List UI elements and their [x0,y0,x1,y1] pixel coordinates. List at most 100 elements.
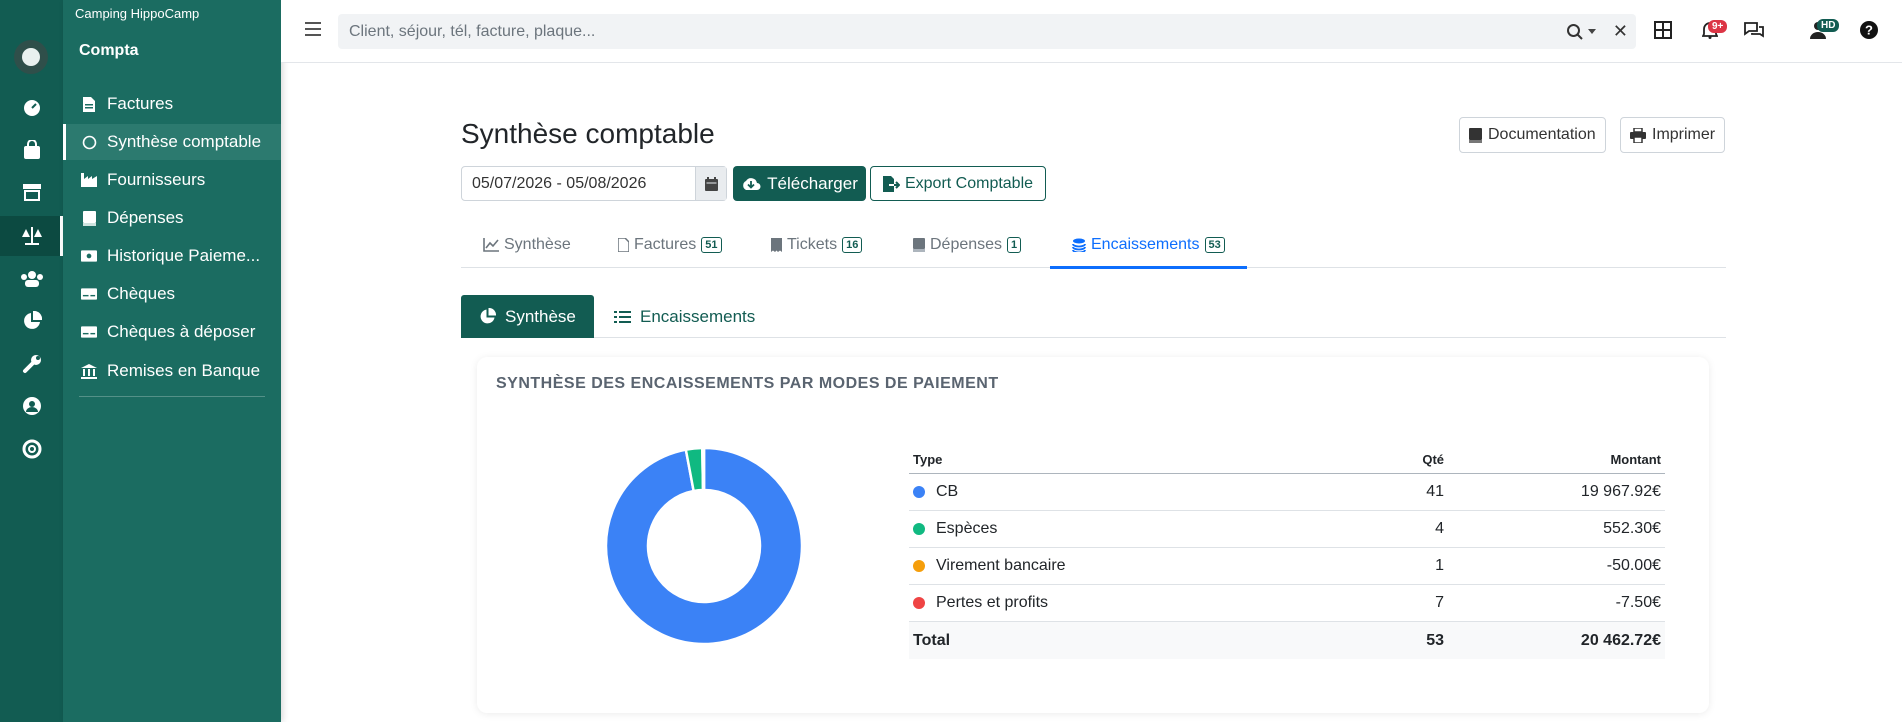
subtab-label: Synthèse [505,306,576,326]
date-range-picker[interactable]: 05/07/2026 - 05/08/2026 [461,166,727,201]
export-comptable-button[interactable]: Export Comptable [870,166,1046,201]
tab-label: Tickets [787,236,838,253]
legend-dot [913,597,925,609]
search-input[interactable]: Client, séjour, tél, facture, plaque... [349,23,596,40]
list-icon [614,310,631,323]
amount-cell: -50.00€ [1606,557,1661,574]
total-qty: 53 [1426,631,1444,649]
payment-modes-table: Type Qté Montant CB 41 19 967.92€ Espèce… [909,446,1665,659]
tab-tickets[interactable]: Tickets 16 [771,222,863,268]
sidebar-item-label: Chèques [107,284,176,303]
sidebar-item-label: Chèques à déposer [107,322,256,341]
help-icon[interactable]: ? [1857,18,1881,42]
tab-synthese[interactable]: Synthèse [483,222,571,268]
main-tabs: Synthèse Factures 51 Tickets 16 Dépenses… [461,222,1726,269]
documentation-label: Documentation [1488,126,1596,143]
money-bill-icon [81,248,97,264]
notifications-badge: 9+ [1708,20,1728,33]
invoice-icon [618,238,629,252]
grid-icon[interactable] [1651,18,1675,42]
tab-label: Dépenses [930,236,1003,253]
user-initials-badge: HD [1817,19,1840,32]
payment-modes-donut-chart [604,446,804,646]
tab-count-badge: 53 [1204,237,1225,253]
wrench-icon[interactable] [0,344,63,384]
sidebar-item-label: Factures [107,94,174,113]
book-icon [1469,127,1482,143]
card-title: SYNTHÈSE DES ENCAISSEMENTS PAR MODES DE … [496,375,999,392]
table-row: Virement bancaire 1 -50.00€ [909,548,1665,585]
global-search[interactable]: Client, séjour, tél, facture, plaque... … [338,14,1636,49]
subtab-encaissements[interactable]: Encaissements [596,295,773,338]
chevron-down-icon[interactable] [1588,29,1596,34]
qty-cell: 7 [1435,594,1444,611]
shopping-bag-icon[interactable] [0,130,63,170]
tab-count-badge: 51 [701,237,722,253]
sidebar-item-synthese-comptable[interactable]: Synthèse comptable [63,124,281,160]
sidebar-item-fournisseurs[interactable]: Fournisseurs [63,162,281,198]
subtab-synthese[interactable]: Synthèse [461,295,594,338]
money-check-icon [81,286,97,302]
sidebar-item-remises-en-banque[interactable]: Remises en Banque [63,353,281,389]
pie-chart-icon[interactable] [0,301,63,341]
sidebar-item-depenses[interactable]: Dépenses [63,200,281,236]
chat-icon[interactable] [1742,18,1766,42]
type-cell: Espèces [936,520,998,537]
sidebar-item-cheques[interactable]: Chèques [63,276,281,312]
module-sidebar: Camping HippoCamp Compta Factures Synthè… [63,0,281,722]
calendar-icon[interactable] [695,167,726,200]
sidebar-divider [79,396,265,397]
sidebar-item-cheques-a-deposer[interactable]: Chèques à déposer [63,314,281,350]
total-amount: 20 462.72€ [1580,631,1661,649]
download-label: Télécharger [767,173,858,193]
export-label: Export Comptable [904,174,1034,192]
table-row: Espèces 4 552.30€ [909,511,1665,548]
receipt-icon [771,238,782,252]
download-button[interactable]: Télécharger [733,166,866,201]
sidebar-item-label: Dépenses [107,208,184,227]
amount-cell: 552.30€ [1603,520,1661,537]
user-circle-icon[interactable] [0,386,63,426]
search-icon[interactable] [1566,23,1584,46]
sidebar-item-factures[interactable]: Factures [63,86,281,122]
bank-icon [81,363,97,379]
tab-label: Synthèse [504,236,571,253]
print-label: Imprimer [1652,126,1716,143]
sidebar-item-label: Fournisseurs [107,170,206,189]
sidebar-item-label: Synthèse comptable [107,132,262,151]
tab-depenses[interactable]: Dépenses 1 [913,222,1022,268]
documentation-button[interactable]: Documentation [1459,117,1606,153]
date-range-input[interactable]: 05/07/2026 - 05/08/2026 [472,175,647,192]
tab-encaissements[interactable]: Encaissements 53 [1050,222,1247,269]
industry-icon [81,172,97,188]
dashboard-icon[interactable] [0,88,63,128]
life-ring-icon[interactable] [0,429,63,469]
tab-factures[interactable]: Factures 51 [618,222,722,268]
column-header-type: Type [913,452,943,467]
pie-chart-icon [480,308,496,324]
file-export-icon [882,175,900,192]
menu-toggle-icon[interactable] [305,22,321,36]
column-header-amount: Montant [1610,452,1661,467]
module-title: Compta [79,42,139,59]
legend-dot [913,560,925,572]
icon-rail [0,0,63,722]
qty-cell: 1 [1435,557,1444,574]
camping-name: Camping HippoCamp [75,6,200,21]
tab-label: Factures [634,236,697,253]
donut-slice-cb[interactable] [604,446,804,646]
balance-scale-icon[interactable] [0,216,63,256]
print-button[interactable]: Imprimer [1620,117,1726,153]
sidebar-item-historique-paiements[interactable]: Historique Paieme... [63,238,281,274]
type-cell: CB [936,483,959,500]
store-icon[interactable] [0,172,63,212]
type-cell: Pertes et profits [936,594,1049,611]
legend-dot [913,523,925,535]
qty-cell: 4 [1435,520,1444,537]
hippocamp-logo[interactable] [14,40,48,74]
users-icon[interactable] [0,259,63,299]
close-icon[interactable]: ✕ [1612,21,1628,41]
table-row: Pertes et profits 7 -7.50€ [909,585,1665,622]
sub-tabs: Synthèse Encaissements [461,295,1726,338]
money-check-icon [81,324,97,340]
